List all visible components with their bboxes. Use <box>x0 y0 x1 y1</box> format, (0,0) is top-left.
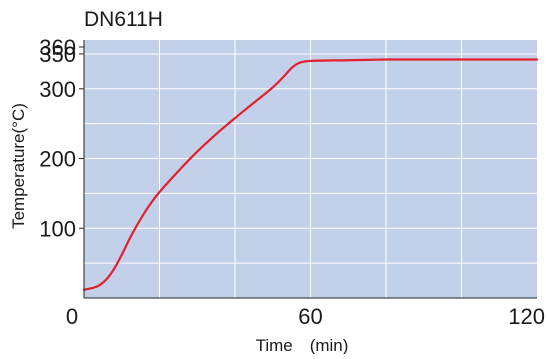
x-tick-labels: 0 60 120 <box>66 304 545 329</box>
y-tick-label: 360 <box>39 35 76 60</box>
chart-title: DN611H <box>84 8 163 31</box>
x-tick-label: 60 <box>298 304 322 329</box>
x-tick-label: 0 <box>66 304 78 329</box>
y-axis-label: Temperature(°C) <box>9 103 28 229</box>
x-tick-label: 120 <box>508 304 545 329</box>
y-tick-label: 350 <box>39 42 76 67</box>
x-axis-label: Time (min) <box>256 336 349 354</box>
y-tick-label: 300 <box>39 77 76 102</box>
y-tick-label: 100 <box>39 216 76 241</box>
temperature-line <box>82 58 539 291</box>
y-tick-label: 200 <box>39 147 76 172</box>
